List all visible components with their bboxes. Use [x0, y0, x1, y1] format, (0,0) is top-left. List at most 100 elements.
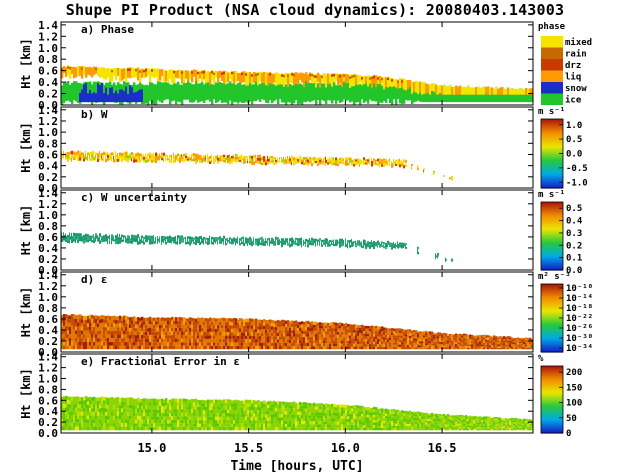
- data-cell: [369, 341, 372, 345]
- data-cell: [193, 241, 195, 245]
- data-cell: [389, 337, 392, 341]
- data-cell: [337, 239, 338, 242]
- data-cell: [109, 397, 112, 402]
- data-cell: [195, 236, 197, 240]
- data-cell: [273, 241, 275, 244]
- data-cell: [255, 242, 257, 245]
- data-cell: [139, 335, 142, 339]
- data-cell: [271, 336, 274, 340]
- data-cell: [355, 338, 358, 342]
- data-cell: [79, 426, 82, 431]
- colorbar-step: [541, 306, 563, 309]
- data-cell: [271, 329, 274, 333]
- data-cell: [193, 325, 196, 329]
- data-cell: [499, 339, 502, 341]
- data-cell: [475, 341, 478, 344]
- data-cell: [175, 327, 178, 332]
- legend-swatch-ice: [541, 93, 563, 105]
- data-cell: [65, 426, 68, 431]
- data-cell: [241, 241, 243, 245]
- data-cell: [143, 398, 146, 402]
- data-cell: [215, 321, 218, 326]
- data-cell: [251, 332, 254, 336]
- data-cell: [519, 339, 522, 341]
- colorbar-step: [541, 244, 563, 247]
- phase-cell: [133, 82, 136, 102]
- data-cell: [215, 328, 218, 333]
- data-cell: [259, 423, 262, 428]
- data-cell: [113, 341, 116, 346]
- data-cell: [347, 329, 350, 333]
- phase-cell: [423, 81, 426, 94]
- data-cell: [123, 157, 125, 161]
- data-cell: [265, 323, 268, 327]
- data-cell: [257, 241, 259, 244]
- data-cell: [497, 347, 500, 350]
- data-cell: [235, 325, 238, 329]
- data-cell: [301, 343, 304, 347]
- phase-cell: [63, 82, 66, 103]
- phase-cell: [215, 70, 218, 78]
- data-cell: [385, 332, 388, 335]
- data-cell: [79, 318, 82, 323]
- data-cell: [305, 159, 307, 163]
- data-cell: [269, 339, 272, 343]
- phase-cell: [107, 82, 110, 100]
- data-cell: [309, 157, 311, 160]
- phase-cell: [123, 68, 126, 79]
- data-cell: [343, 337, 346, 341]
- data-cell: [269, 240, 271, 244]
- data-cell: [235, 423, 238, 427]
- data-cell: [207, 159, 209, 163]
- data-cell: [87, 412, 90, 416]
- data-cell: [235, 318, 238, 322]
- data-cell: [111, 155, 112, 159]
- data-cell: [417, 345, 420, 348]
- data-cell: [527, 343, 530, 345]
- data-cell: [75, 426, 78, 431]
- data-cell: [321, 158, 322, 161]
- data-cell: [527, 338, 530, 340]
- data-cell: [409, 342, 412, 345]
- data-cell: [183, 416, 186, 420]
- phase-cell: [259, 71, 262, 82]
- data-cell: [521, 347, 524, 350]
- data-cell: [81, 397, 84, 401]
- data-cell: [507, 341, 510, 344]
- data-cell: [215, 155, 217, 158]
- data-cell: [331, 346, 334, 350]
- data-cell: [99, 419, 102, 423]
- data-cell: [205, 157, 206, 160]
- data-cell: [391, 328, 394, 331]
- data-cell: [191, 237, 193, 240]
- data-cell: [203, 406, 206, 411]
- data-cell: [205, 423, 208, 427]
- data-cell: [233, 400, 236, 404]
- data-cell: [127, 426, 130, 431]
- phase-cell: [403, 78, 406, 90]
- data-cell: [397, 328, 400, 331]
- data-cell: [131, 408, 134, 413]
- phase-cell: [529, 88, 532, 103]
- data-cell: [449, 344, 452, 346]
- data-cell: [81, 400, 84, 405]
- data-cell: [351, 338, 354, 342]
- data-cell: [317, 239, 319, 242]
- data-cell: [523, 345, 526, 347]
- phase-cell: [357, 84, 360, 102]
- colorbar-step: [541, 338, 563, 341]
- data-cell: [69, 236, 71, 240]
- data-cell: [249, 420, 252, 424]
- data-cell: [163, 409, 166, 414]
- data-cell: [217, 325, 220, 329]
- data-cell: [215, 342, 218, 346]
- data-cell: [385, 161, 387, 164]
- phase-cell: [525, 88, 528, 103]
- data-cell: [305, 320, 308, 325]
- y-tick-label: 0.0: [38, 99, 58, 112]
- data-cell: [133, 405, 136, 410]
- data-cell: [63, 396, 66, 401]
- data-cell: [103, 404, 106, 408]
- data-cell: [269, 243, 270, 247]
- colorbar-tick-label: 10⁻¹⁴: [566, 294, 593, 304]
